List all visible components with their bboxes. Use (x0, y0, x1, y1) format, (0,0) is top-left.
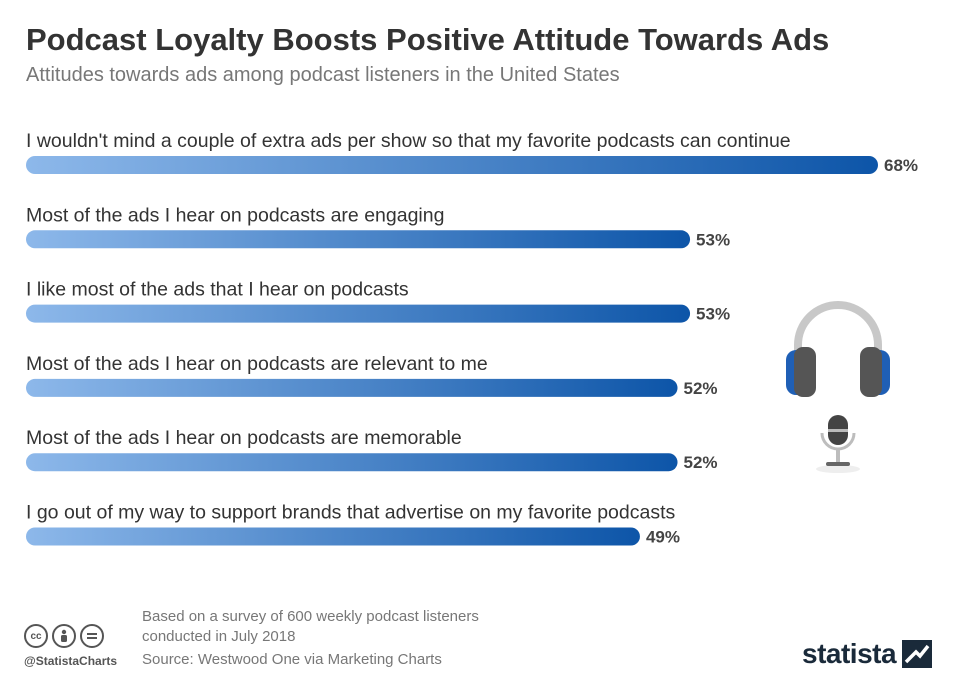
license-icons: cc (24, 624, 104, 648)
category-label: Most of the ads I hear on podcasts are r… (26, 353, 488, 375)
bar (26, 453, 678, 472)
survey-note: Based on a survey of 600 weekly podcast … (142, 607, 562, 647)
attribution-icon (52, 624, 76, 648)
value-label: 52% (684, 379, 718, 398)
category-label: I go out of my way to support brands tha… (26, 502, 676, 524)
value-label: 52% (684, 453, 718, 472)
no-derivatives-icon (80, 624, 104, 648)
logo-text: statista (802, 638, 897, 669)
category-label: Most of the ads I hear on podcasts are m… (26, 427, 462, 449)
cc-icon: cc (24, 624, 48, 648)
category-label: I wouldn't mind a couple of extra ads pe… (26, 130, 791, 152)
microphone-icon (816, 415, 860, 473)
value-label: 53% (696, 305, 730, 324)
bar (26, 156, 878, 174)
bar (26, 527, 640, 546)
bar (26, 304, 691, 323)
bar-chart: I wouldn't mind a couple of extra ads pe… (26, 130, 918, 547)
statista-logo[interactable]: statista (802, 638, 933, 670)
chart-subtitle: Attitudes towards ads among podcast list… (26, 64, 620, 86)
value-label: 68% (884, 156, 918, 175)
podcast-illustration (780, 295, 900, 490)
source-text: Source: Westwood One via Marketing Chart… (142, 651, 442, 668)
value-label: 49% (646, 528, 680, 547)
survey-note-line2: conducted in July 2018 (142, 628, 296, 645)
twitter-handle: @StatistaCharts (24, 654, 118, 668)
survey-note-line1: Based on a survey of 600 weekly podcast … (142, 608, 479, 625)
bar (26, 230, 691, 249)
headphones-icon (786, 301, 890, 397)
logo-mark-icon (902, 640, 933, 668)
bar (26, 378, 678, 397)
category-label: I like most of the ads that I hear on po… (26, 279, 409, 301)
value-label: 53% (696, 230, 730, 249)
chart-title: Podcast Loyalty Boosts Positive Attitude… (26, 22, 830, 57)
category-label: Most of the ads I hear on podcasts are e… (26, 204, 444, 226)
